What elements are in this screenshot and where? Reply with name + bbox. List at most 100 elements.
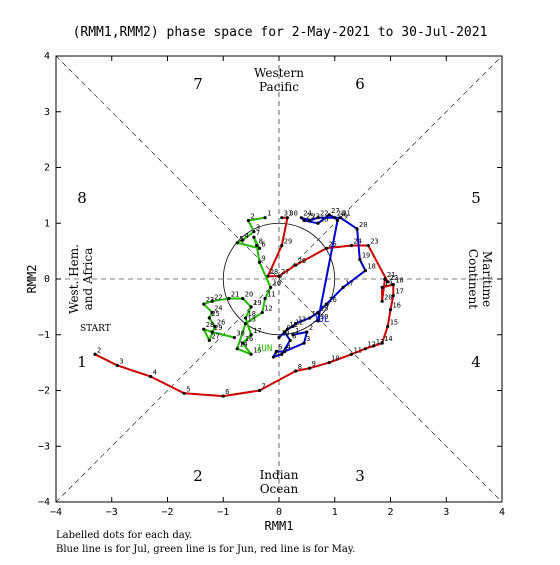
day-label: 26 (217, 318, 225, 326)
x-tick-label: 1 (332, 507, 338, 518)
month-label-jun: JUN (256, 344, 272, 354)
day-dot (232, 335, 236, 340)
day-label: 21 (387, 271, 395, 279)
day-label: 7 (256, 229, 260, 237)
series-line (202, 216, 272, 356)
day-label: 9 (261, 254, 265, 262)
day-dot (280, 243, 284, 248)
day-dot (308, 366, 312, 370)
day-dot (355, 227, 359, 231)
day-dot (271, 355, 276, 359)
day-dot (327, 213, 331, 217)
day-dot (257, 246, 262, 250)
day-dot (349, 352, 354, 356)
day-label: 10 (331, 355, 339, 363)
day-dot (182, 391, 186, 395)
day-dot (263, 296, 267, 301)
day-dot (308, 218, 312, 223)
y-tick-label: 1 (44, 218, 50, 229)
day-dot (249, 352, 253, 356)
day-label: 15 (320, 304, 328, 312)
day-dot (316, 319, 320, 323)
day-dot (380, 285, 384, 289)
day-label: 2 (309, 324, 313, 332)
day-label: 4 (287, 343, 291, 351)
day-dot (221, 394, 225, 398)
day-dot (324, 302, 328, 306)
day-dot (386, 324, 390, 328)
day-label: 4 (153, 369, 157, 377)
day-label: 12 (367, 341, 375, 349)
y-tick-label: 3 (44, 107, 50, 118)
y-axis-label: RMM2 (25, 265, 39, 294)
series-line (94, 216, 395, 398)
day-label: 28 (337, 210, 345, 218)
day-dot (280, 352, 284, 356)
gridline-diagonal-down (55, 55, 503, 503)
day-label: 14 (312, 310, 320, 318)
x-tick-label: 2 (387, 507, 393, 518)
day-label: 15 (390, 318, 398, 326)
y-tick-label: 4 (44, 51, 50, 62)
day-dot (391, 282, 395, 287)
day-dot (327, 361, 331, 365)
day-label: 17 (253, 327, 261, 335)
day-label: 21 (231, 291, 239, 299)
day-label: 1 (267, 210, 271, 218)
y-tick-label: −2 (38, 386, 50, 397)
day-label: 18 (395, 277, 403, 285)
region-top-line2: Pacific (259, 80, 299, 94)
day-dot (149, 374, 153, 379)
day-label: 23 (206, 296, 214, 304)
phase-label-1: 1 (77, 353, 87, 371)
chart-title: (RMM1,RMM2) phase space for 2-May-2021 t… (73, 25, 488, 40)
region-left-line1: West. Hem. (67, 244, 81, 314)
day-dot (338, 216, 342, 220)
day-dot (115, 363, 119, 368)
day-label: 30 (289, 210, 297, 218)
day-dot (291, 324, 295, 328)
unit-circle (222, 222, 336, 336)
day-label: 25 (211, 310, 219, 318)
phase-label-4: 4 (471, 353, 481, 371)
day-label: 9 (312, 360, 316, 368)
day-dot (277, 335, 281, 340)
day-label: 17 (395, 288, 403, 296)
day-dot (210, 330, 214, 334)
day-label: 21 (342, 210, 350, 218)
day-dot (207, 338, 211, 342)
day-label: 22 (390, 274, 398, 282)
day-label: 30 (320, 313, 328, 321)
day-dot (241, 341, 245, 345)
region-bottom-line1: Indian (260, 468, 299, 482)
phase-labels: 1 2 3 4 5 6 7 8 (77, 75, 481, 485)
day-dot (210, 299, 214, 303)
day-label: 11 (267, 291, 275, 299)
day-label: 27 (331, 207, 339, 215)
region-right-line2: Continent (466, 249, 480, 309)
day-dot (213, 324, 217, 328)
x-tick-label: −3 (106, 507, 118, 518)
day-dot (255, 243, 259, 248)
day-dot (316, 216, 320, 220)
region-top-line1: Western (254, 66, 304, 80)
day-label: 5 (278, 343, 282, 351)
day-label: 28 (270, 268, 278, 276)
day-label: 20 (359, 221, 367, 229)
x-tick-label: −2 (161, 507, 173, 518)
phase-label-3: 3 (355, 467, 365, 485)
day-label: 16 (245, 335, 253, 343)
day-dot (210, 310, 214, 315)
day-dot (277, 274, 281, 278)
day-dot (285, 327, 289, 331)
day-dot (294, 322, 298, 326)
day-dot (243, 316, 248, 320)
day-label: 8 (259, 238, 263, 246)
day-label: 20 (384, 293, 392, 301)
day-label: 10 (273, 279, 281, 287)
day-label: 22 (320, 210, 328, 218)
day-label: 27 (281, 268, 289, 276)
day-label: 13 (298, 316, 306, 324)
day-label: 14 (239, 341, 247, 349)
